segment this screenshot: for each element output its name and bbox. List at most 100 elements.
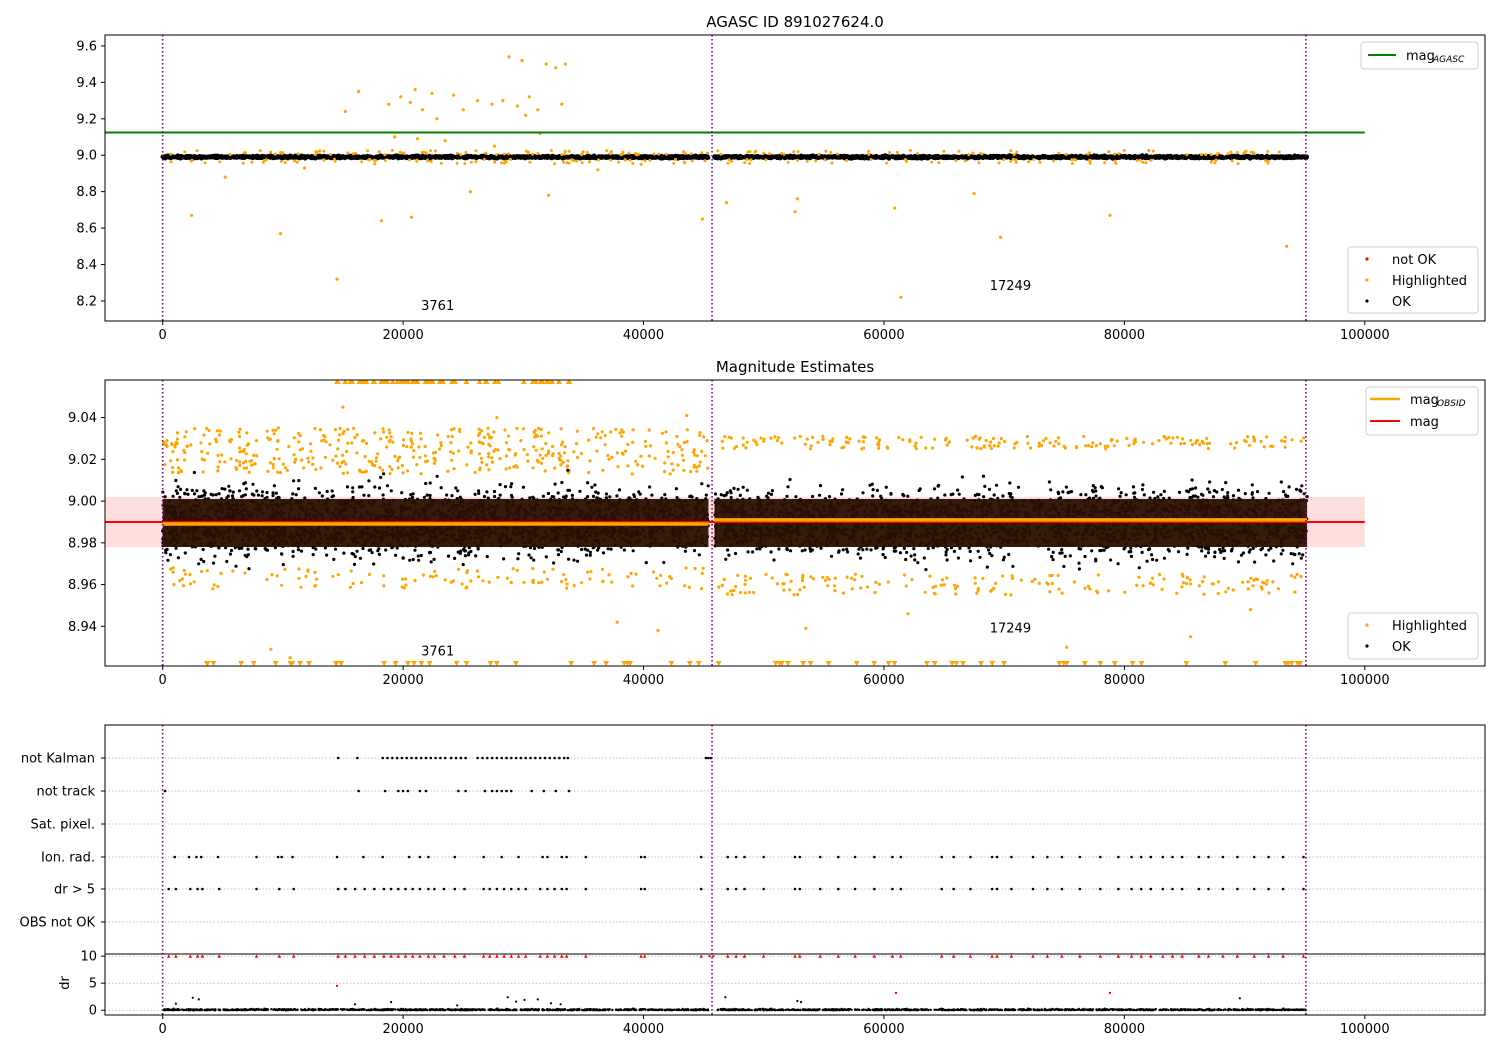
highlighted-point [957,149,961,153]
highlighted-point [202,458,207,462]
highlighted-point [189,159,193,163]
highlighted-point [543,469,547,473]
highlighted-point [1137,575,1141,579]
highlighted-point [313,570,317,575]
highlighted-point [1123,590,1127,594]
ok-point [1078,155,1083,161]
highlighted-point [996,444,1000,448]
highlighted-point [575,159,579,163]
highlighted-point [1185,153,1189,157]
highlighted-point [242,447,247,452]
highlighted-point [744,446,748,450]
highlighted-point [426,159,430,163]
highlighted-point [509,157,512,161]
highlighted-point [1249,150,1253,154]
highlighted-point [973,434,978,438]
ok-point [788,153,793,159]
ok-point [564,494,568,498]
highlighted-point [439,443,443,448]
highlighted-point [344,462,348,466]
highlighted-point [532,445,536,449]
highlighted-point [406,469,410,473]
highlighted-point [354,151,358,155]
highlighted-point [809,444,813,448]
highlighted-point [269,647,273,651]
highlighted-point [741,443,746,447]
highlighted-point [1277,150,1281,154]
highlighted-point [1259,439,1263,443]
ok-point [417,558,421,562]
highlighted-point [223,460,227,464]
highlighted-point [411,455,416,459]
highlighted-point [970,445,974,449]
ok-point [255,489,259,493]
out-of-range-marker-bottom [885,661,892,666]
highlighted-point [1189,582,1193,586]
highlighted-point [495,153,498,157]
highlighted-point [455,151,459,155]
ok-point [696,155,701,161]
highlighted-point [458,427,462,431]
out-of-range-marker-bottom [1056,661,1063,666]
ok-point [251,482,255,486]
ok-point [247,567,251,571]
highlighted-point [684,566,688,570]
highlighted-point [481,579,485,583]
highlighted-point [845,435,849,439]
highlighted-point [1135,159,1139,162]
ok-point [1244,153,1250,159]
highlighted-point [476,575,481,579]
ok-points-series [712,153,1309,161]
highlighted-point [700,151,704,155]
highlighted-point [1072,580,1076,584]
ok-point [342,551,346,555]
highlighted-point [874,580,878,585]
highlighted-point [1106,444,1110,448]
ok-point [588,154,593,160]
ok-point [291,549,295,554]
highlighted-point [333,428,338,432]
highlighted-point [823,158,827,162]
highlighted-point [162,440,166,445]
highlighted-point [1204,153,1208,157]
highlighted-point [641,464,645,468]
ok-point [1171,154,1177,160]
highlighted-point [893,206,897,210]
out-of-range-marker-top [342,380,349,384]
highlighted-point [809,575,813,579]
x-tick-label: 20000 [382,328,423,343]
highlighted-point [1065,645,1069,649]
ok-point [1283,155,1288,161]
ok-point [668,154,673,159]
ok-point [1008,154,1014,160]
highlighted-point [504,454,509,458]
highlighted-point [693,566,697,571]
ok-point [697,553,701,557]
highlighted-point [217,433,222,437]
ok-point [1272,155,1278,161]
highlighted-point [618,431,622,435]
highlighted-point [214,437,218,441]
out-of-range-marker-bottom [686,661,693,666]
ok-point [1123,154,1129,160]
highlighted-point [214,440,219,444]
highlighted-point [468,190,472,194]
highlighted-point [1014,158,1018,162]
ok-point [477,491,481,495]
highlighted-point [867,153,871,156]
out-of-range-marker-bottom [776,661,783,666]
highlighted-point [1160,587,1164,591]
highlighted-point [276,439,280,443]
highlighted-point [345,449,349,454]
highlighted-point [434,149,438,153]
highlighted-point [803,442,807,446]
ok-point [632,494,637,499]
highlighted-point [1044,436,1048,441]
panel1-plot-area [105,35,1365,321]
highlighted-point [542,570,546,574]
highlighted-point [1010,576,1015,581]
highlighted-point [382,574,386,578]
highlighted-point [1162,577,1166,581]
highlighted-point [169,459,173,463]
highlighted-point [244,151,247,155]
